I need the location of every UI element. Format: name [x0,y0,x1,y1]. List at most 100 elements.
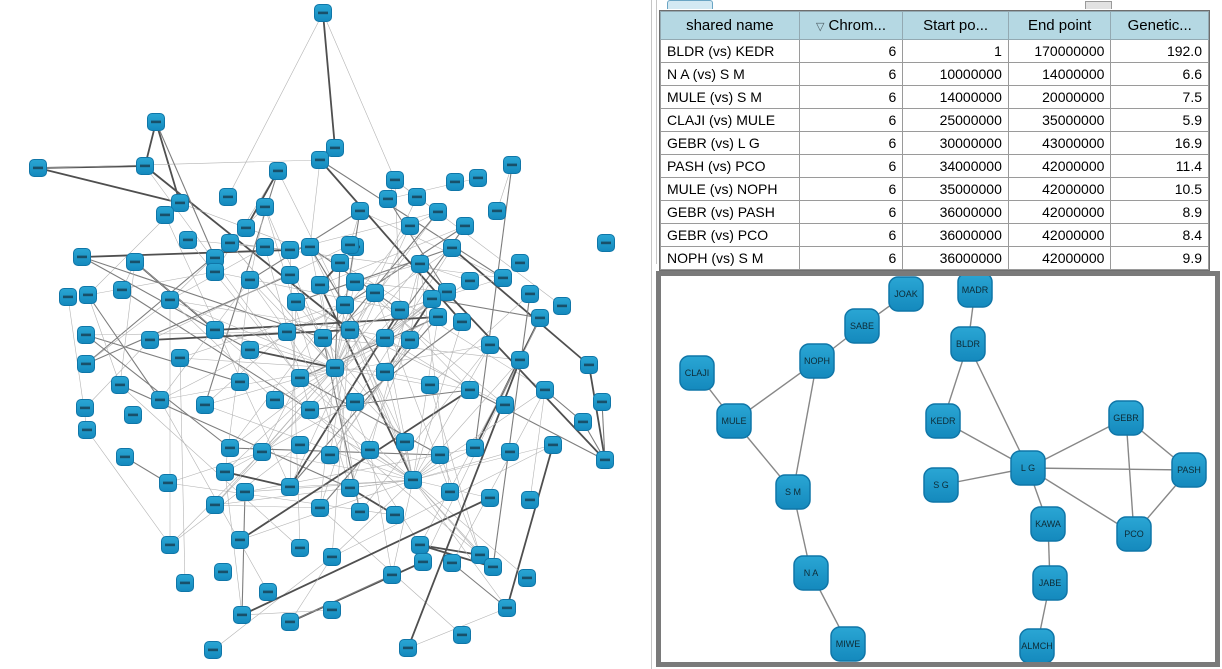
network-node[interactable] [453,626,471,644]
network-node[interactable] [494,269,512,287]
network-node[interactable] [141,331,159,349]
network-node[interactable] [281,478,299,496]
network-node[interactable] [481,336,499,354]
table-cell[interactable]: 8.4 [1110,223,1209,247]
table-cell[interactable]: 170000000 [1007,39,1112,63]
network-node[interactable] [386,171,404,189]
node-bldr[interactable]: BLDR [950,326,986,362]
node-sabe[interactable]: SABE [844,308,880,344]
network-node[interactable] [521,285,539,303]
network-node[interactable] [219,188,237,206]
table-cell[interactable]: NOPH (vs) S M [660,246,800,270]
table-cell[interactable]: 35000000 [902,177,1009,201]
network-node[interactable] [518,569,536,587]
table-row[interactable]: CLAJI (vs) MULE 6 25000000 35000000 5.9 [660,108,1209,132]
node-kawa[interactable]: KAWA [1030,506,1066,542]
network-node[interactable] [346,393,364,411]
network-node[interactable] [259,583,277,601]
network-edge[interactable] [1027,467,1135,535]
table-row[interactable]: PASH (vs) PCO 6 34000000 42000000 11.4 [660,154,1209,178]
network-node[interactable] [399,639,417,657]
network-node[interactable] [77,326,95,344]
network-node[interactable] [597,234,615,252]
node-claji[interactable]: CLAJI [679,355,715,391]
network-node[interactable] [376,329,394,347]
network-node[interactable] [456,217,474,235]
column-header-genetic[interactable]: Genetic... [1110,11,1209,40]
network-node[interactable] [383,566,401,584]
network-node[interactable] [446,173,464,191]
network-node[interactable] [341,321,359,339]
table-cell[interactable]: 36000000 [902,223,1009,247]
network-node[interactable] [421,376,439,394]
network-node[interactable] [503,156,521,174]
filter-funnel-icon[interactable]: ▽ [816,21,825,33]
network-node[interactable] [443,239,461,257]
network-edge[interactable] [792,360,818,493]
node-s-m[interactable]: S M [775,474,811,510]
table-cell[interactable]: 36000000 [902,246,1009,270]
network-node[interactable] [496,396,514,414]
network-node[interactable] [241,271,259,289]
network-node[interactable] [161,536,179,554]
pane-splitter-inner[interactable] [656,0,657,264]
network-node[interactable] [221,439,239,457]
network-node[interactable] [77,355,95,373]
network-node[interactable] [29,159,47,177]
network-node[interactable] [484,558,502,576]
network-node[interactable] [314,4,332,22]
network-node[interactable] [256,198,274,216]
network-node[interactable] [469,169,487,187]
column-header-shared-name[interactable]: shared name [660,11,800,40]
table-cell[interactable]: 42000000 [1007,246,1112,270]
network-node[interactable] [206,321,224,339]
network-node[interactable] [498,599,516,617]
network-node[interactable] [291,539,309,557]
column-header-start-point[interactable]: Start po... [902,11,1009,40]
network-node[interactable] [231,531,249,549]
network-node[interactable] [237,219,255,237]
table-cell[interactable]: 20000000 [1007,85,1112,109]
column-grip-fragment[interactable] [1085,1,1112,9]
network-node[interactable] [161,291,179,309]
network-node[interactable] [461,381,479,399]
network-node[interactable] [481,489,499,507]
network-node[interactable] [376,363,394,381]
table-cell[interactable]: MULE (vs) NOPH [660,177,800,201]
network-node[interactable] [521,491,539,509]
table-cell[interactable]: 36000000 [902,200,1009,224]
selected-subnetwork-view[interactable]: JOAK MADR SABE BLDR NOPH CLAJI KEDR MULE GEBR L G… [656,271,1220,667]
network-edge[interactable] [1027,467,1190,471]
node-noph[interactable]: NOPH [799,343,835,379]
network-node[interactable] [404,471,422,489]
node-mule[interactable]: MULE [716,403,752,439]
network-node[interactable] [206,263,224,281]
network-node[interactable] [204,641,222,659]
table-cell[interactable]: 6 [798,39,904,63]
network-node[interactable] [443,554,461,572]
network-node[interactable] [379,190,397,208]
table-cell[interactable]: 25000000 [902,108,1009,132]
network-node[interactable] [544,436,562,454]
table-cell[interactable]: 42000000 [1007,177,1112,201]
network-node[interactable] [206,496,224,514]
node-pash[interactable]: PASH [1171,452,1207,488]
network-node[interactable] [429,308,447,326]
network-node[interactable] [159,474,177,492]
network-node[interactable] [580,356,598,374]
table-cell[interactable]: 6.6 [1110,62,1209,86]
network-node[interactable] [216,463,234,481]
table-cell[interactable]: 1 [902,39,1009,63]
network-node[interactable] [441,483,459,501]
network-node[interactable] [156,206,174,224]
network-node[interactable] [501,443,519,461]
network-node[interactable] [269,162,287,180]
table-cell[interactable]: 35000000 [1007,108,1112,132]
network-node[interactable] [287,293,305,311]
network-node[interactable] [171,349,189,367]
network-node[interactable] [596,451,614,469]
network-node[interactable] [341,479,359,497]
node-pco[interactable]: PCO [1116,516,1152,552]
network-node[interactable] [323,548,341,566]
node-n-a[interactable]: N A [793,555,829,591]
